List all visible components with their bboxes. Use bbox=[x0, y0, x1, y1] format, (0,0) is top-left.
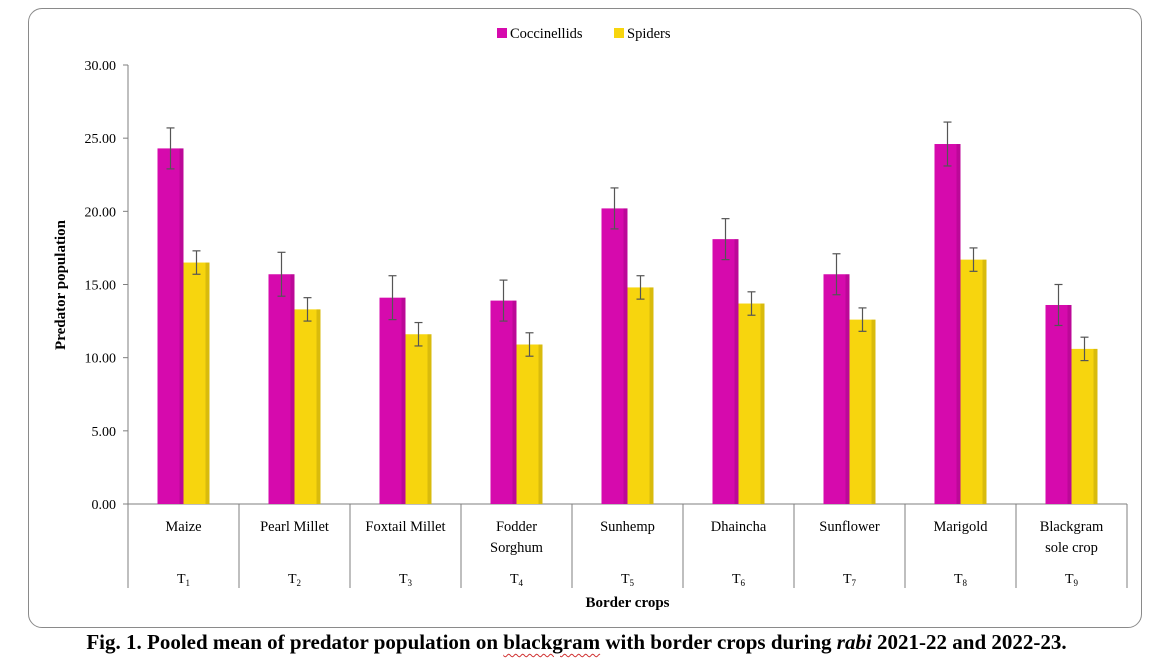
bar-shade bbox=[401, 297, 406, 504]
bar-spiders bbox=[960, 259, 987, 504]
bar-shade bbox=[1093, 348, 1098, 504]
bar-shade bbox=[623, 208, 628, 504]
bar-coccinellids bbox=[157, 148, 184, 504]
bar-coccinellids bbox=[268, 274, 295, 504]
x-category-label: Pearl Millet bbox=[260, 519, 329, 535]
x-category-label: Sorghum bbox=[490, 540, 544, 556]
bar-spiders bbox=[405, 334, 432, 504]
x-category-label: Foxtail Millet bbox=[365, 519, 445, 535]
x-treatment-code: T3 bbox=[399, 572, 413, 588]
bar-coccinellids bbox=[379, 297, 406, 504]
bar-shade bbox=[205, 262, 210, 504]
bar-spiders bbox=[849, 319, 876, 504]
x-treatment-code: T7 bbox=[843, 572, 857, 588]
bar-coccinellids bbox=[601, 208, 628, 504]
bar-shade bbox=[538, 344, 543, 504]
bar-coccinellids bbox=[490, 300, 517, 504]
bar-shade bbox=[427, 334, 432, 504]
y-axis-title: Predator population bbox=[53, 219, 69, 350]
bar-shade bbox=[956, 144, 961, 504]
y-tick-label: 5.00 bbox=[92, 425, 117, 440]
bar-chart: 0.00 5.00 10.00 15.00 20.00 25.00 30.00 Maize T1… bbox=[53, 26, 1128, 611]
x-category-label: Sunhemp bbox=[600, 519, 655, 535]
caption-part-1: Fig. 1. Pooled mean of predator populati… bbox=[86, 630, 504, 654]
legend-label-spiders: Spiders bbox=[627, 26, 671, 42]
x-category-label: Dhaincha bbox=[711, 519, 767, 535]
x-treatment-code: T4 bbox=[510, 572, 524, 588]
bar-spiders bbox=[1071, 348, 1098, 504]
bar-spiders bbox=[294, 309, 321, 504]
y-tick-label: 25.00 bbox=[85, 132, 117, 147]
x-treatment-code: T1 bbox=[177, 572, 190, 588]
bar-shade bbox=[512, 300, 517, 504]
bar-coccinellids bbox=[934, 144, 961, 504]
bar-spiders bbox=[183, 262, 210, 504]
x-axis-title: Border crops bbox=[585, 595, 669, 611]
caption-part-2: blackgram bbox=[503, 630, 601, 654]
bar-shade bbox=[760, 303, 765, 504]
x-treatment-code: T6 bbox=[732, 572, 746, 588]
bar-spiders bbox=[627, 287, 654, 504]
x-treatment-code: T8 bbox=[954, 572, 968, 588]
bar-spiders bbox=[738, 303, 765, 504]
caption-part-3: with border crops during bbox=[600, 630, 837, 654]
bar-shade bbox=[290, 274, 295, 504]
y-tick-label: 10.00 bbox=[85, 352, 117, 367]
x-category-label: Sunflower bbox=[819, 519, 880, 535]
caption-part-4: rabi bbox=[836, 630, 872, 654]
x-treatment-code: T5 bbox=[621, 572, 635, 588]
bar-spiders bbox=[516, 344, 543, 504]
bar-shade bbox=[179, 148, 184, 504]
x-category-label: Fodder bbox=[496, 519, 537, 535]
bar-shade bbox=[871, 319, 876, 504]
figure-caption: Fig. 1. Pooled mean of predator populati… bbox=[0, 630, 1153, 655]
caption-part-5: 2021-22 and 2022-23. bbox=[871, 630, 1067, 654]
bar-shade bbox=[316, 309, 321, 504]
y-tick-label: 0.00 bbox=[92, 498, 117, 513]
bar-shade bbox=[982, 259, 987, 504]
legend-swatch-spiders bbox=[614, 28, 624, 38]
x-category-label: Maize bbox=[165, 519, 201, 535]
x-category-label: Blackgram bbox=[1040, 519, 1104, 535]
bar-shade bbox=[845, 274, 850, 504]
x-category-label: sole crop bbox=[1045, 540, 1098, 556]
bar-coccinellids bbox=[1045, 304, 1072, 504]
x-treatment-code: T2 bbox=[288, 572, 301, 588]
x-category-label: Marigold bbox=[934, 519, 989, 535]
bar-shade bbox=[649, 287, 654, 504]
y-tick-label: 20.00 bbox=[85, 205, 117, 220]
bar-coccinellids bbox=[712, 239, 739, 505]
y-tick-label: 15.00 bbox=[85, 279, 117, 294]
bar-coccinellids bbox=[823, 274, 850, 504]
y-tick-label: 30.00 bbox=[85, 59, 117, 74]
legend-label-coccinellids: Coccinellids bbox=[510, 26, 583, 42]
bar-shade bbox=[734, 239, 739, 505]
bar-shade bbox=[1067, 304, 1072, 504]
x-treatment-code: T9 bbox=[1065, 572, 1079, 588]
legend-swatch-coccinellids bbox=[497, 28, 507, 38]
